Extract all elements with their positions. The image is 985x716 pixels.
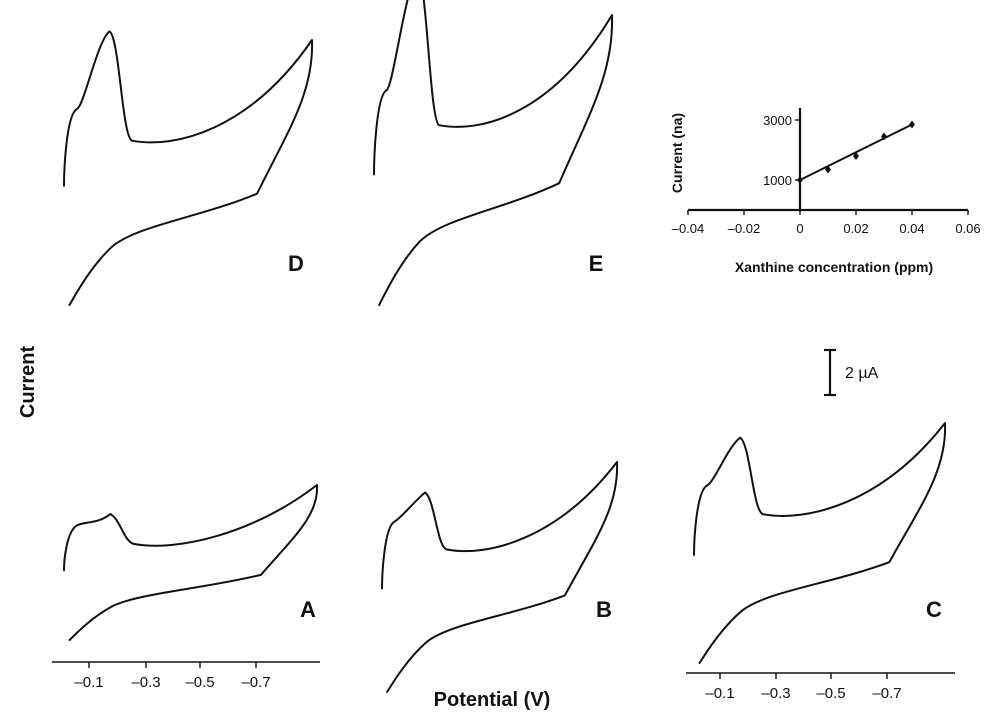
tick-label: –0.3 <box>761 685 790 702</box>
inset-data-point <box>909 120 915 129</box>
inset-x-tick-label: 0 <box>796 221 803 236</box>
voltammogram-panel-a: A <box>63 484 319 641</box>
tick-label: –0.1 <box>74 674 103 691</box>
voltammogram-curve <box>693 422 947 664</box>
panel-label: A <box>300 597 316 622</box>
voltammogram-curve <box>381 461 619 693</box>
inset-data-point <box>853 152 859 160</box>
inset-y-axis-title: Current (na) <box>669 113 685 193</box>
x-axis-title: Potential (V) <box>434 689 551 711</box>
voltammogram-curve <box>63 30 314 306</box>
inset-x-tick-label: –0.04 <box>672 221 705 236</box>
potential-axis-a: –0.1 –0.3 –0.5 –0.7 <box>52 661 320 691</box>
panel-label: D <box>288 251 304 276</box>
scale-bar-label: 2 µA <box>845 365 879 382</box>
tick-label: –0.7 <box>872 685 901 702</box>
inset-data-point <box>797 176 803 184</box>
inset-x-tick-label: –0.02 <box>728 221 761 236</box>
voltammogram-panel-e: E <box>373 0 614 306</box>
tick-label: –0.5 <box>185 674 214 691</box>
inset-x-tick-label: 0.04 <box>899 221 924 236</box>
inset-y-tick-label: 3000 <box>763 113 792 128</box>
tick-label: –0.1 <box>705 685 734 702</box>
voltammogram-panel-c: C <box>693 422 947 664</box>
inset-data-point <box>825 165 831 174</box>
inset-x-axis-title: Xanthine concentration (ppm) <box>735 259 933 275</box>
inset-data-point <box>881 132 887 141</box>
voltammogram-curve <box>373 0 614 306</box>
panel-label: E <box>589 251 604 276</box>
voltammogram-curve <box>63 484 319 641</box>
inset-y-tick-label: 1000 <box>763 173 792 188</box>
tick-label: –0.7 <box>241 674 270 691</box>
current-scale-bar: 2 µA <box>824 348 879 397</box>
calibration-inset: –0.04 –0.02 0 0.02 0.04 0.06 1000 3000 Xanthine … <box>669 108 981 275</box>
inset-x-tick-label: 0.02 <box>843 221 868 236</box>
voltammogram-panel-b: B <box>381 461 619 693</box>
tick-label: –0.5 <box>816 685 845 702</box>
voltammogram-panel-d: D <box>63 30 314 306</box>
potential-axis-c: –0.1 –0.3 –0.5 –0.7 <box>686 672 955 702</box>
y-axis-title: Current <box>17 346 39 419</box>
panel-label: C <box>926 597 942 622</box>
inset-x-tick-label: 0.06 <box>955 221 980 236</box>
tick-label: –0.3 <box>131 674 160 691</box>
panel-label: B <box>596 597 612 622</box>
